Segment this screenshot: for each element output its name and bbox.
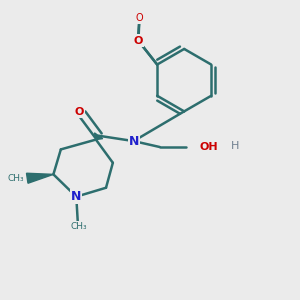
Polygon shape <box>94 133 103 140</box>
Text: O: O <box>136 13 143 23</box>
Text: O: O <box>133 35 142 45</box>
Text: CH₃: CH₃ <box>7 174 24 183</box>
Text: N: N <box>71 190 82 203</box>
Text: H: H <box>230 141 239 151</box>
Text: O: O <box>136 14 143 23</box>
Text: O: O <box>134 36 143 46</box>
Text: O: O <box>75 107 84 117</box>
Text: CH₃: CH₃ <box>70 222 87 231</box>
Text: N: N <box>128 135 139 148</box>
Text: OH: OH <box>199 142 218 152</box>
Polygon shape <box>26 173 53 183</box>
